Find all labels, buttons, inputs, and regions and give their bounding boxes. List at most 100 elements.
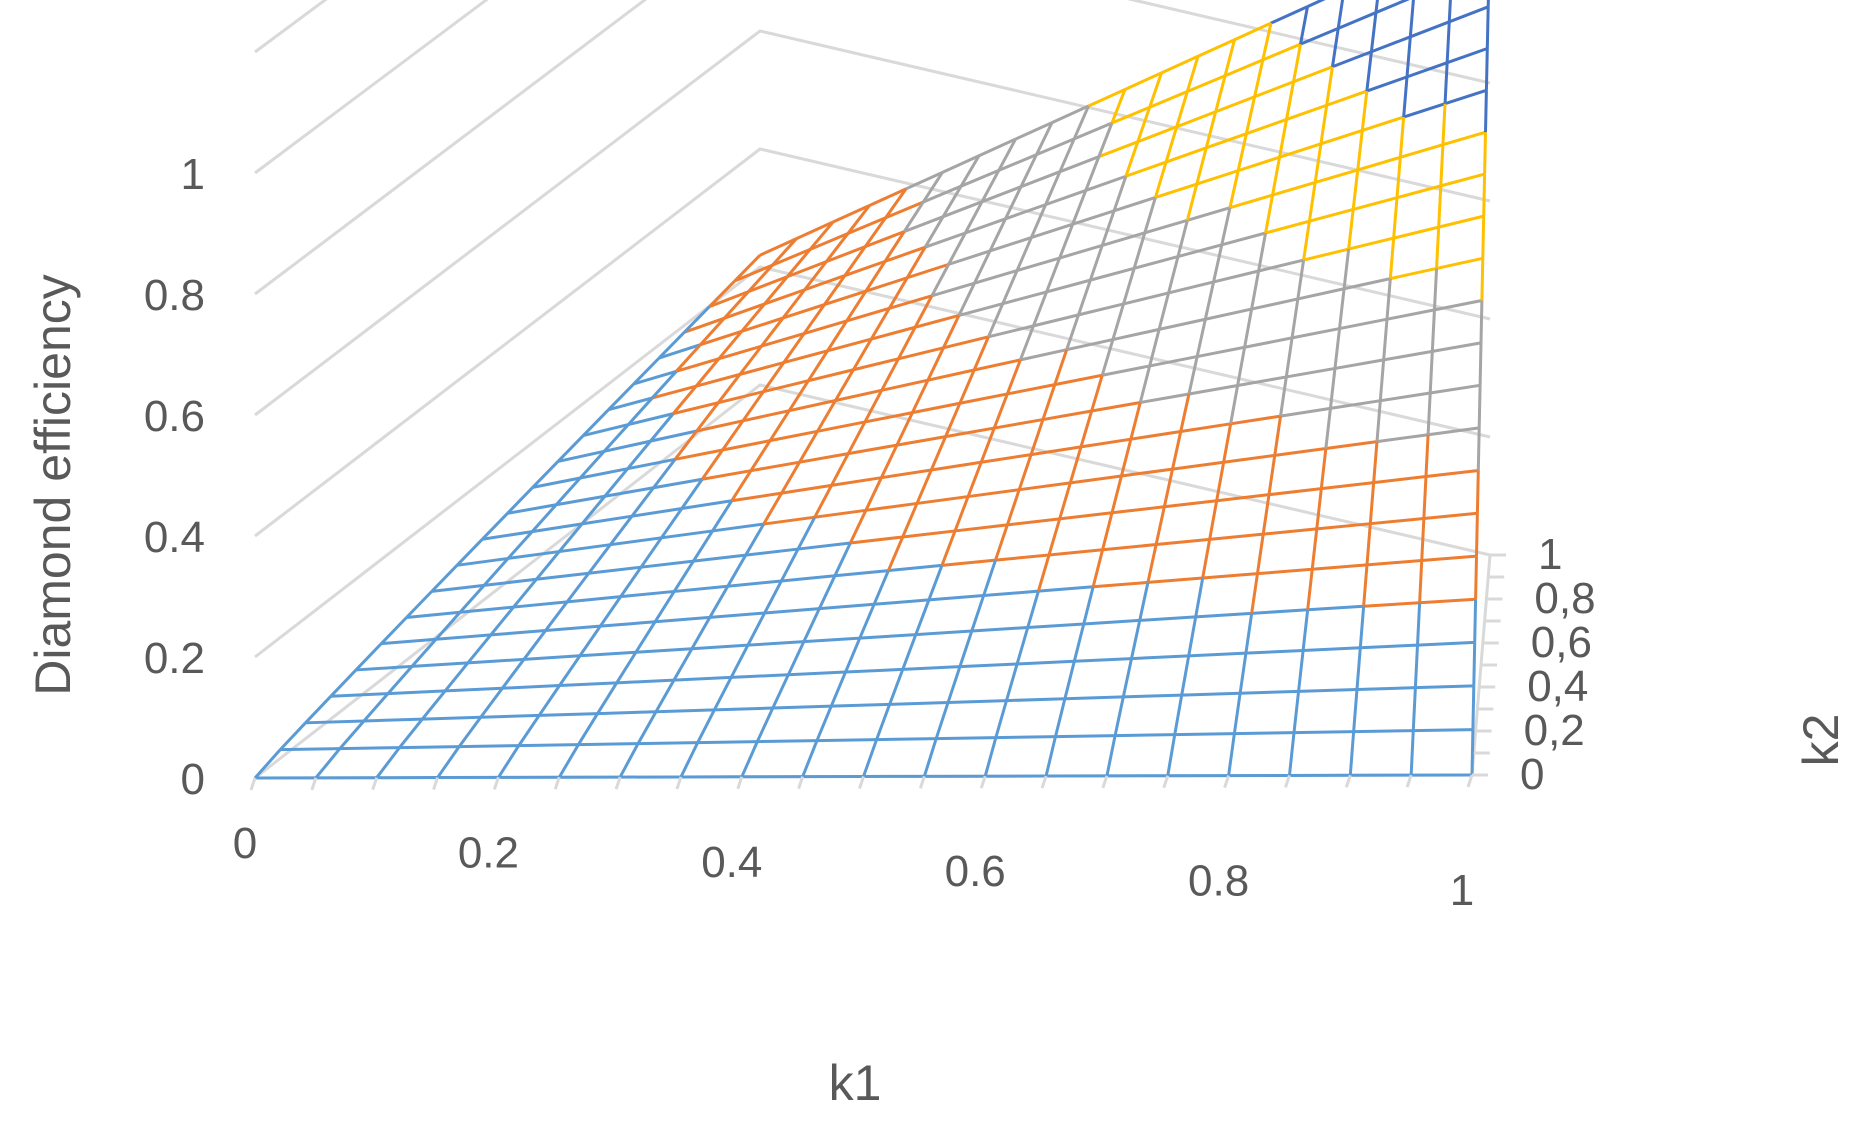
surface-mesh-line — [1073, 121, 1113, 141]
surface-mesh-line — [674, 584, 728, 593]
surface-mesh-line — [1175, 91, 1189, 128]
surface-mesh-line — [1245, 118, 1288, 136]
surface-mesh-line — [1214, 75, 1227, 113]
surface-mesh-line — [675, 343, 702, 373]
surface-mesh-line — [1070, 474, 1122, 485]
surface-mesh-line — [1157, 292, 1170, 330]
surface-mesh-line — [1115, 733, 1175, 738]
z-axis-title: Diamond efficiency — [25, 274, 81, 696]
surface-mesh-line — [1026, 590, 1040, 628]
surface-mesh-line — [844, 637, 862, 673]
surface-mesh-line — [1059, 511, 1113, 521]
surface-mesh-line — [1261, 494, 1271, 535]
surface-mesh-line — [1177, 243, 1223, 259]
surface-mesh-line — [799, 452, 849, 464]
surface-mesh-line — [1112, 327, 1160, 342]
surface-mesh-line — [948, 249, 991, 266]
surface-mesh-line — [819, 602, 875, 611]
surface-mesh-line — [845, 290, 868, 322]
surface-mesh-line — [942, 314, 961, 349]
surface-mesh-line — [830, 452, 850, 487]
surface-mesh-line — [1004, 186, 1023, 220]
surface-mesh-line — [924, 231, 966, 249]
surface-mesh-line — [922, 171, 944, 203]
surface-mesh-line — [581, 514, 633, 526]
surface-mesh-line — [740, 303, 766, 333]
surface-mesh-line — [1331, 50, 1372, 69]
surface-mesh-line — [739, 361, 785, 376]
surface-mesh-line — [849, 509, 868, 544]
surface-mesh-line — [1016, 256, 1061, 273]
surface-mesh-line — [1380, 391, 1431, 403]
surface-mesh-line — [1301, 609, 1310, 651]
surface-mesh-line — [796, 516, 817, 550]
surface-mesh-line — [1044, 171, 1062, 206]
surface-mesh-line — [881, 468, 932, 480]
surface-mesh-line — [864, 477, 883, 511]
surface-mesh-line — [853, 357, 899, 372]
surface-mesh-line — [1215, 461, 1226, 501]
surface-mesh-line — [1366, 75, 1408, 93]
surface-mesh-line — [506, 530, 534, 560]
surface-mesh-line — [1432, 341, 1482, 353]
z-gridline — [254, 265, 1491, 659]
surface-mesh-line — [988, 218, 1007, 252]
surface-mesh-line — [657, 331, 686, 360]
surface-mesh-line — [539, 712, 598, 717]
surface-mesh-line — [1408, 0, 1415, 37]
surface-mesh-line — [1480, 258, 1485, 301]
k1-tick-mark — [249, 777, 257, 791]
surface-mesh-line — [1186, 74, 1226, 93]
surface-mesh-line — [928, 594, 984, 602]
surface-mesh-line — [1303, 646, 1361, 652]
surface-mesh-line — [1442, 130, 1486, 147]
surface-mesh-line — [764, 607, 820, 615]
surface-mesh-line — [1154, 161, 1168, 198]
surface-mesh-line — [422, 715, 481, 721]
surface-mesh-line — [1123, 291, 1169, 306]
surface-mesh-line — [916, 495, 969, 505]
surface-mesh-line — [817, 420, 866, 433]
surface-mesh-line — [1316, 522, 1371, 531]
surface-mesh-line — [1015, 627, 1030, 665]
surface-mesh-line — [1475, 513, 1479, 557]
surface-mesh-line — [1195, 611, 1252, 619]
z-gridline — [254, 0, 1491, 296]
surface-mesh-line — [1481, 216, 1486, 259]
surface-mesh-line — [1409, 20, 1450, 39]
surface-mesh-line — [825, 232, 850, 263]
surface-mesh-line — [1326, 89, 1368, 107]
surface-mesh-line — [1166, 734, 1177, 777]
surface-mesh-line — [983, 589, 1039, 598]
surface-mesh-line — [781, 288, 806, 319]
surface-mesh-line — [1392, 197, 1399, 239]
surface-mesh-line — [640, 559, 694, 569]
surface-mesh-line — [1014, 121, 1053, 141]
k1-tick-mark — [1162, 775, 1170, 789]
surface-mesh-line — [1149, 90, 1188, 109]
surface-mesh-line — [1310, 528, 1319, 570]
surface-mesh-line — [582, 408, 610, 437]
surface-mesh-line — [1209, 532, 1264, 541]
surface-mesh-line — [1208, 500, 1219, 540]
surface-mesh-line — [959, 662, 1018, 669]
surface-mesh-line — [897, 326, 917, 360]
surface-mesh-line — [1418, 560, 1424, 603]
surface-mesh-line — [1146, 544, 1158, 583]
surface-mesh-line — [825, 245, 866, 264]
k1-tick-label: 0 — [233, 819, 257, 868]
surface-mesh-line — [1041, 384, 1057, 421]
surface-mesh-line — [1187, 356, 1199, 395]
surface-mesh-line — [755, 707, 775, 743]
surface-mesh-line — [1409, 730, 1415, 776]
surface-mesh-line — [1402, 76, 1409, 118]
surface-mesh-line — [596, 682, 619, 715]
surface-mesh-line — [1303, 247, 1349, 262]
surface-mesh-line — [1330, 28, 1340, 67]
surface-mesh-line — [1160, 54, 1199, 75]
surface-mesh-line — [672, 647, 694, 681]
surface-mesh-line — [1122, 267, 1136, 305]
surface-mesh-line — [730, 469, 753, 502]
surface-mesh-line — [953, 496, 970, 532]
surface-mesh-line — [781, 483, 832, 495]
